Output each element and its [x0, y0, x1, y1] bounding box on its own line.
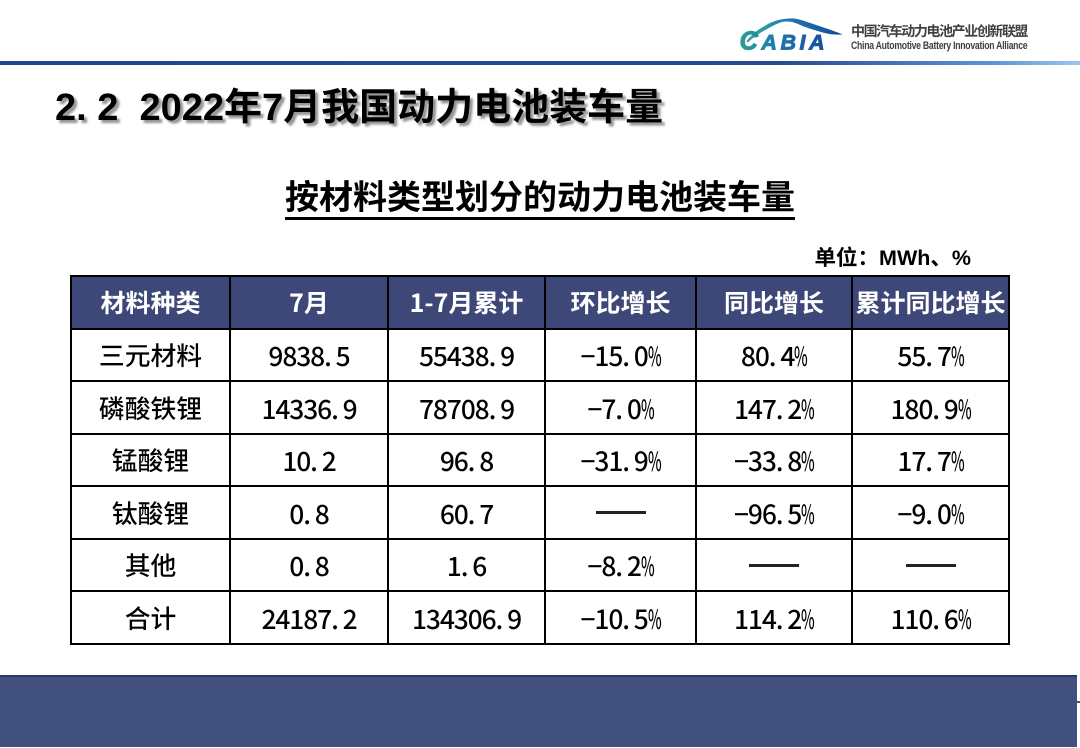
svg-text:CABIA: CABIA: [740, 28, 828, 56]
